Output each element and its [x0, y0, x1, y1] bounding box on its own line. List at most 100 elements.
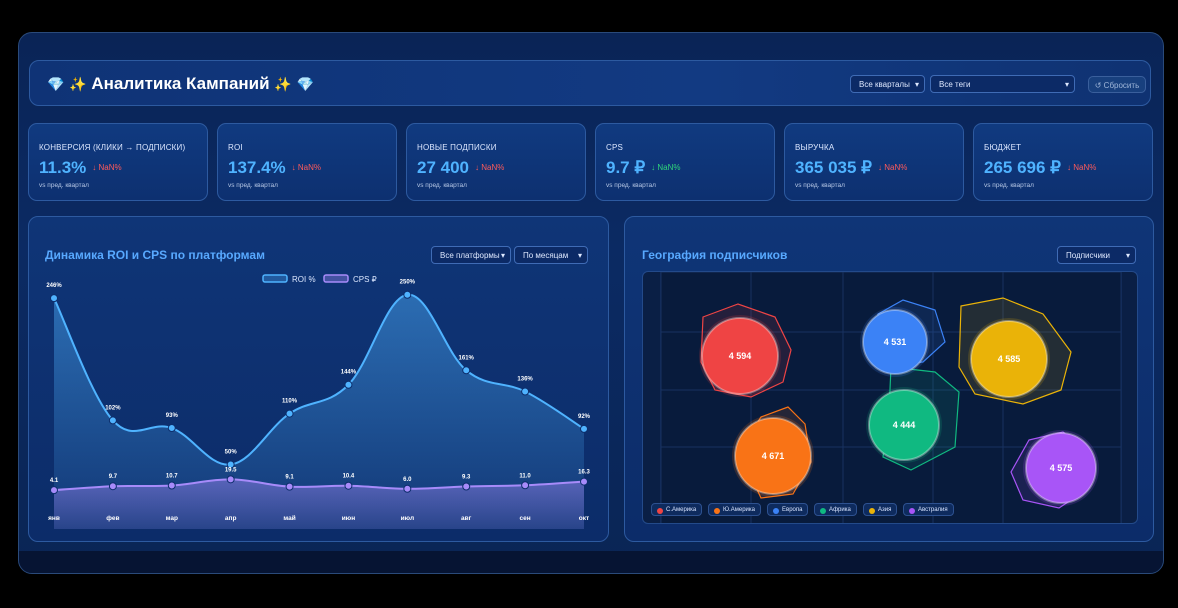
roi-cps-panel: Динамика ROI и CPS по платформам Все пла…: [28, 216, 609, 542]
geo-bubble-chart: 4 594 4 671 4 531 4 444 4 585 4 575: [660, 272, 1122, 523]
cps-data-label: 9.3: [462, 474, 471, 480]
kpi-delta: ↓ NaN%: [878, 163, 908, 172]
period-select[interactable]: По месяцам ▾: [514, 246, 588, 264]
x-tick-label: авг: [461, 515, 472, 522]
kpi-delta: ↓ NaN%: [475, 163, 505, 172]
legend-dot-icon: [657, 507, 663, 514]
kpi-label: ROI: [228, 143, 243, 152]
roi-point: [403, 290, 412, 299]
panel-title: Динамика ROI и CPS по платформам: [45, 248, 265, 262]
roi-point: [167, 424, 176, 433]
x-tick-label: июн: [342, 515, 356, 522]
platform-select-value: Все платформы: [440, 251, 500, 260]
kpi-card-budget: Бюджет 265 696 ₽ ↓ NaN% vs пред. квартал: [973, 123, 1153, 201]
cps-data-label: 19.5: [225, 467, 237, 473]
geo-map: 4 594 4 671 4 531 4 444 4 585 4 575 С.Америка…: [642, 271, 1138, 524]
page-title: 💎 ✨ Аналитика Кампаний ✨ 💎: [47, 74, 314, 94]
cps-point: [226, 475, 235, 484]
roi-point: [285, 409, 294, 418]
legend-item[interactable]: Европа: [767, 503, 809, 516]
chevron-down-icon: ▾: [1125, 251, 1130, 260]
x-tick-label: май: [283, 514, 295, 522]
legend-item[interactable]: Ю.Америка: [708, 503, 761, 516]
roi-point: [226, 460, 235, 469]
cps-point: [167, 481, 176, 490]
kpi-sub: vs пред. квартал: [417, 182, 467, 189]
roi-point: [462, 366, 471, 375]
region-bubble: [701, 317, 779, 395]
tags-select[interactable]: Все теги ▾: [930, 75, 1075, 93]
quarter-select[interactable]: Все кварталы ▾: [850, 75, 925, 93]
cps-data-label: 9.7: [109, 474, 118, 480]
kpi-card-cps: CPS 9.7 ₽ ↓ NaN% vs пред. квартал: [595, 123, 775, 201]
legend-label: Ю.Америка: [723, 507, 755, 513]
kpi-sub: vs пред. квартал: [606, 182, 656, 189]
cps-area: [54, 479, 584, 529]
cps-point: [344, 481, 353, 490]
gem-icon: 💎: [47, 76, 65, 92]
kpi-value: 9.7 ₽ ↓ NaN%: [606, 158, 681, 178]
geo-panel: География подписчиков Подписчики ▾ 4 594…: [624, 216, 1154, 542]
cps-data-label: 4.1: [50, 478, 59, 484]
region-bubble: [970, 320, 1048, 398]
cps-data-label: 6.0: [403, 477, 412, 483]
legend-swatch-cps: [323, 274, 349, 283]
x-tick-label: янв: [48, 515, 60, 522]
bubble-value-label: 4 594: [729, 351, 752, 361]
cps-point: [462, 482, 471, 491]
legend-label: Африка: [829, 507, 851, 513]
platform-select[interactable]: Все платформы ▾: [431, 246, 511, 264]
bubble-value-label: 4 585: [998, 354, 1021, 364]
legend-label-cps: CPS ₽: [353, 275, 377, 284]
legend-item[interactable]: Африка: [814, 503, 857, 516]
legend-label: С.Америка: [666, 507, 697, 513]
kpi-label: Выручка: [795, 143, 835, 152]
bubble-value-label: 4 671: [762, 451, 785, 461]
kpi-value: 265 696 ₽ ↓ NaN%: [984, 158, 1096, 178]
period-select-value: По месяцам: [523, 251, 569, 260]
legend-item[interactable]: Австралия: [903, 503, 954, 516]
chevron-down-icon: ▾: [914, 80, 919, 89]
kpi-card-roi: ROI 137.4% ↓ NaN% vs пред. квартал: [217, 123, 397, 201]
kpi-value: 137.4% ↓ NaN%: [228, 158, 321, 178]
chevron-down-icon: ▾: [1064, 80, 1069, 89]
kpi-value-text: 137.4%: [228, 158, 286, 177]
legend-item[interactable]: Азия: [863, 503, 898, 516]
roi-cps-chart: ROI % CPS ₽ 246% 102% 93% 50% 110% 144% 250% 161%…: [46, 274, 591, 529]
x-tick-label: сен: [520, 515, 531, 522]
kpi-value: 11.3% ↓ NaN%: [39, 158, 122, 178]
kpi-sub: vs пред. квартал: [39, 182, 89, 189]
roi-data-label: 92%: [578, 414, 591, 420]
bubble-value-label: 4 444: [893, 420, 916, 430]
roi-point: [344, 380, 353, 389]
legend-item[interactable]: С.Америка: [651, 503, 703, 516]
roi-data-label: 250%: [400, 280, 416, 286]
kpi-sub: vs пред. квартал: [228, 182, 278, 189]
kpi-value-text: 265 696 ₽: [984, 158, 1061, 177]
roi-data-label: 50%: [225, 450, 238, 456]
kpi-value: 27 400 ↓ NaN%: [417, 158, 504, 178]
roi-point: [580, 424, 588, 433]
legend-dot-icon: [773, 507, 779, 514]
roi-data-label: 144%: [341, 370, 357, 376]
metric-select[interactable]: Подписчики ▾: [1057, 246, 1136, 264]
legend-label: Европа: [782, 507, 803, 513]
x-tick-label: окт: [579, 515, 589, 522]
roi-line: [53, 293, 585, 466]
legend-label: Азия: [878, 507, 892, 513]
cps-data-label: 11.0: [519, 473, 531, 479]
kpi-value-text: 365 035 ₽: [795, 158, 872, 177]
legend-swatch-roi: [262, 274, 288, 283]
cps-point: [108, 482, 117, 491]
gem-icon: 💎: [296, 76, 314, 92]
cps-data-label: 9.1: [285, 475, 294, 481]
region-bubble: [1025, 432, 1097, 504]
kpi-card-conversion: Конверсия (клики → подписки) 11.3% ↓ NaN%…: [28, 123, 208, 201]
region-bubble: [868, 389, 940, 461]
chevron-down-icon: ▾: [500, 251, 505, 260]
bubble-value-label: 4 531: [884, 337, 907, 347]
kpi-label: Конверсия (клики → подписки): [39, 143, 186, 152]
roi-data-label: 136%: [517, 377, 533, 383]
x-tick-label: апр: [225, 515, 237, 522]
reset-button[interactable]: ↺ Сбросить: [1088, 76, 1146, 93]
